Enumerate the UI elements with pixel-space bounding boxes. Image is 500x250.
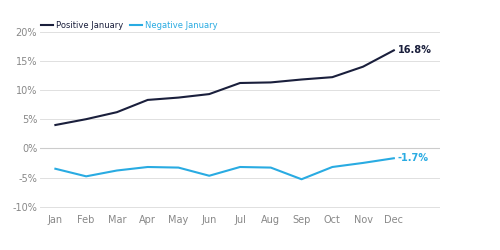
Negative January	[206, 174, 212, 177]
Positive January	[206, 92, 212, 96]
Line: Positive January: Positive January	[56, 50, 394, 125]
Positive January	[330, 76, 336, 79]
Negative January	[268, 166, 274, 169]
Text: 16.8%: 16.8%	[398, 45, 432, 55]
Positive January	[237, 82, 243, 84]
Positive January	[360, 65, 366, 68]
Negative January	[330, 166, 336, 168]
Negative January	[237, 166, 243, 168]
Text: -1.7%: -1.7%	[398, 153, 428, 163]
Positive January	[83, 118, 89, 121]
Positive January	[52, 124, 59, 126]
Positive January	[298, 78, 304, 81]
Negative January	[114, 169, 120, 172]
Negative January	[360, 162, 366, 164]
Positive January	[391, 49, 397, 52]
Negative January	[176, 166, 182, 169]
Negative January	[298, 178, 304, 181]
Negative January	[391, 157, 397, 160]
Negative January	[83, 175, 89, 178]
Positive January	[268, 81, 274, 84]
Line: Negative January: Negative January	[56, 158, 394, 179]
Negative January	[52, 167, 59, 170]
Negative January	[144, 166, 150, 168]
Positive January	[176, 96, 182, 99]
Legend: Positive January, Negative January: Positive January, Negative January	[41, 21, 218, 30]
Positive January	[144, 98, 150, 102]
Positive January	[114, 111, 120, 114]
